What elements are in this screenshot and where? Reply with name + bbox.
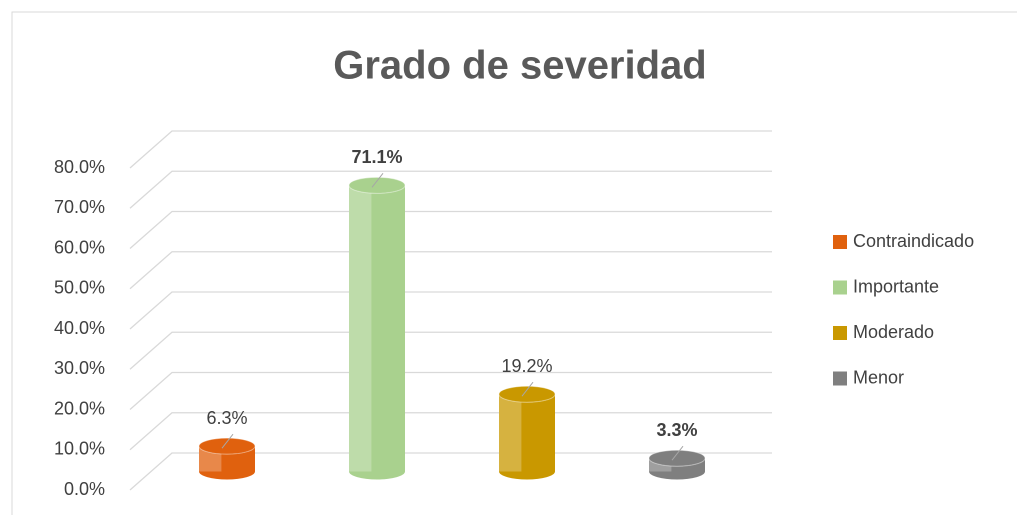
legend-swatch — [833, 371, 847, 386]
y-tick-label: 50.0% — [54, 278, 105, 298]
y-tick-label: 10.0% — [54, 439, 105, 459]
value-label: 6.3% — [206, 408, 247, 428]
legend-swatch — [833, 235, 847, 249]
legend-label: Contraindicado — [853, 231, 974, 251]
grid-line — [129, 412, 772, 451]
y-tick-label: 70.0% — [54, 197, 105, 217]
legend-swatch — [833, 280, 847, 295]
bar — [649, 458, 705, 480]
value-label: 3.3% — [656, 420, 697, 440]
grid-line — [129, 331, 772, 370]
bar — [199, 446, 255, 480]
y-tick-label: 20.0% — [54, 398, 105, 418]
bar-top — [648, 449, 706, 467]
grid-line — [129, 452, 772, 491]
chart-title: Grado de severidad — [333, 44, 706, 88]
leader-line — [221, 433, 234, 449]
legend-label: Moderado — [853, 322, 934, 342]
bar-top — [498, 385, 556, 403]
y-tick-label: 30.0% — [54, 358, 105, 378]
grid-line — [129, 371, 772, 410]
grid-line — [129, 170, 772, 209]
leader-line — [371, 173, 384, 188]
value-label: 19.2% — [501, 356, 552, 376]
grid-line — [129, 291, 772, 330]
bar — [499, 394, 555, 480]
grid-line — [129, 210, 772, 249]
grid-line — [129, 130, 772, 169]
bar-shade — [349, 185, 372, 472]
bar — [349, 185, 405, 480]
leader-line — [521, 381, 534, 397]
y-tick-label: 40.0% — [54, 318, 105, 338]
y-tick-label: 80.0% — [54, 157, 105, 177]
legend-swatch — [833, 326, 847, 340]
bar-shade — [499, 394, 522, 472]
chart-frame — [11, 11, 1017, 515]
legend-label: Menor — [853, 367, 904, 387]
leader-line — [671, 445, 684, 461]
y-tick-label: 0.0% — [64, 479, 105, 499]
legend-label: Importante — [853, 276, 939, 296]
value-label: 71.1% — [351, 147, 402, 167]
grid-line — [129, 251, 772, 290]
bar-top — [348, 176, 406, 194]
y-tick-label: 60.0% — [54, 237, 105, 257]
bar-top — [198, 437, 256, 455]
